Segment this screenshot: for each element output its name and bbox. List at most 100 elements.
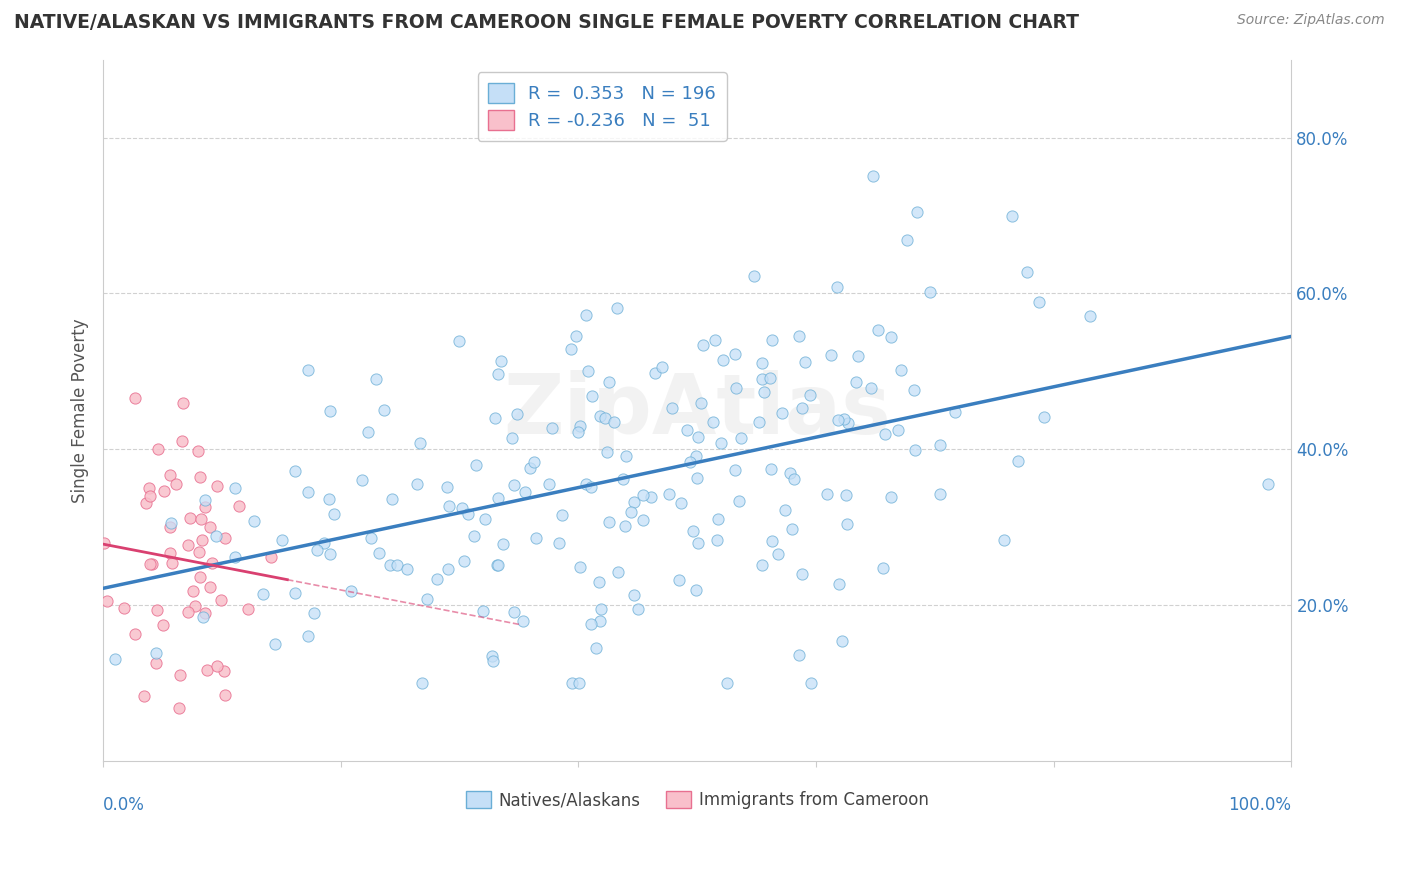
Point — [688, 430, 710, 444]
Point — [165, 477, 187, 491]
Point — [524, 531, 547, 545]
Point — [367, 546, 389, 560]
Point — [124, 391, 146, 405]
Point — [707, 512, 730, 526]
Point — [1028, 295, 1050, 310]
Point — [214, 688, 236, 702]
Point — [502, 477, 524, 491]
Point — [541, 420, 564, 434]
Point — [159, 546, 181, 560]
Point — [595, 411, 617, 425]
Point — [406, 477, 429, 491]
Point — [1078, 310, 1101, 324]
Point — [993, 533, 1015, 548]
Point — [297, 629, 319, 643]
Point — [457, 507, 479, 521]
Point — [782, 522, 804, 536]
Point — [159, 467, 181, 482]
Point — [484, 410, 506, 425]
Point — [207, 658, 229, 673]
Point — [236, 601, 259, 615]
Point — [744, 269, 766, 284]
Point — [188, 570, 211, 584]
Point — [153, 483, 176, 498]
Point — [748, 415, 770, 429]
Point — [623, 495, 645, 509]
Point — [904, 442, 927, 457]
Point — [827, 280, 849, 294]
Point — [668, 573, 690, 587]
Point — [187, 444, 209, 458]
Point — [172, 396, 194, 410]
Point — [93, 536, 115, 550]
Point — [172, 434, 194, 449]
Point — [569, 419, 592, 434]
Point — [633, 488, 655, 502]
Point — [132, 689, 155, 703]
Point — [183, 583, 205, 598]
Point — [224, 550, 246, 565]
Point — [194, 500, 217, 514]
Point — [179, 511, 201, 525]
Point — [212, 665, 235, 679]
Point — [141, 557, 163, 571]
Point — [758, 371, 780, 385]
Point — [682, 524, 704, 538]
Point — [612, 472, 634, 486]
Point — [879, 490, 901, 504]
Point — [1033, 410, 1056, 425]
Point — [918, 285, 941, 300]
Point — [943, 405, 966, 419]
Point — [602, 415, 624, 429]
Point — [716, 676, 738, 690]
Point — [200, 519, 222, 533]
Point — [339, 583, 361, 598]
Point — [770, 405, 793, 419]
Point — [387, 558, 409, 573]
Point — [837, 416, 859, 430]
Point — [890, 363, 912, 377]
Point — [381, 492, 404, 507]
Point — [589, 409, 612, 423]
Point — [651, 360, 673, 375]
Point — [204, 529, 226, 543]
Point — [702, 415, 724, 429]
Point — [761, 534, 783, 549]
Point — [135, 496, 157, 510]
Point — [271, 533, 294, 547]
Point — [139, 489, 162, 503]
Point — [112, 601, 135, 615]
Point — [305, 542, 328, 557]
Point — [169, 668, 191, 682]
Point — [835, 516, 858, 531]
Point — [576, 364, 599, 378]
Point — [188, 470, 211, 484]
Point — [200, 581, 222, 595]
Point — [537, 476, 560, 491]
Point — [486, 558, 509, 572]
Point — [589, 614, 612, 628]
Point — [616, 449, 638, 463]
Point — [501, 431, 523, 445]
Point — [224, 481, 246, 495]
Point — [228, 499, 250, 513]
Point — [815, 487, 838, 501]
Point — [560, 342, 582, 356]
Point — [451, 501, 474, 516]
Point — [177, 605, 200, 619]
Point — [519, 460, 541, 475]
Point — [205, 479, 228, 493]
Point — [194, 492, 217, 507]
Point — [792, 401, 814, 415]
Point — [318, 403, 340, 417]
Text: 0.0%: 0.0% — [103, 797, 145, 814]
Point — [152, 617, 174, 632]
Point — [380, 558, 402, 573]
Point — [903, 383, 925, 397]
Point — [437, 561, 460, 575]
Point — [751, 372, 773, 386]
Point — [728, 494, 751, 508]
Point — [800, 676, 823, 690]
Point — [138, 481, 160, 495]
Point — [710, 436, 733, 450]
